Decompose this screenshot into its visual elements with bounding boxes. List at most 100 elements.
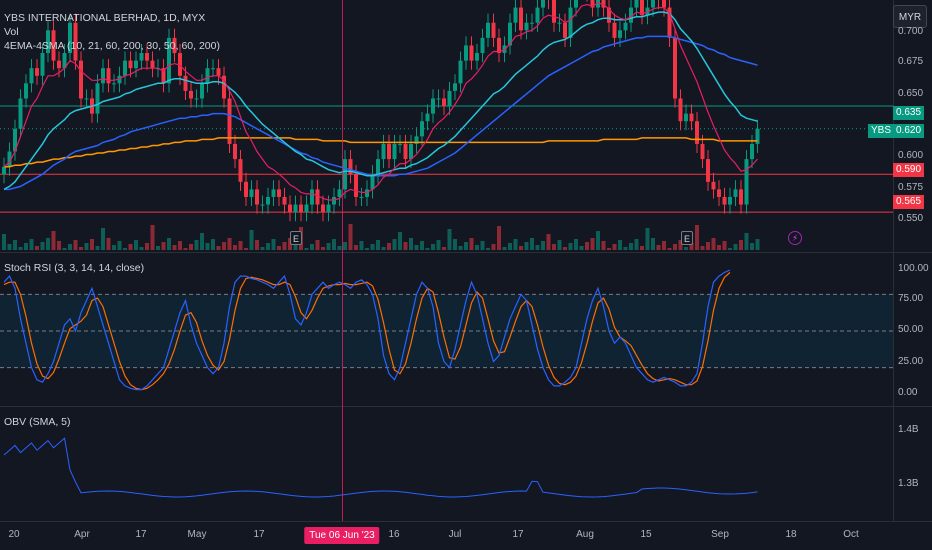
volume-bar	[84, 243, 89, 250]
volume-bar	[700, 246, 705, 250]
candle-body	[79, 60, 83, 99]
volume-bar	[376, 240, 380, 250]
volume-bar	[277, 246, 281, 250]
volume-bar	[189, 244, 193, 250]
candle-body	[255, 189, 259, 205]
candle-body	[13, 128, 17, 152]
volume-bar	[684, 247, 688, 250]
candle-body	[678, 98, 683, 122]
volume-bar	[101, 228, 105, 250]
candle-body	[332, 196, 336, 205]
volume-bar	[2, 234, 6, 250]
time-tick: 16	[388, 529, 400, 540]
candle-body	[178, 53, 182, 76]
volume-bar	[233, 245, 237, 250]
candle-body	[354, 174, 358, 197]
candle-body	[134, 60, 138, 69]
volume-bar	[541, 241, 545, 250]
ma-indicator-label[interactable]: 4EMA-4SMA (10, 21, 60, 200, 30, 50, 60, …	[4, 40, 220, 52]
candle-body	[35, 68, 39, 76]
candle-body	[51, 30, 56, 61]
candle-body	[321, 204, 325, 213]
volume-bar	[722, 241, 727, 250]
time-tick: Aug	[576, 529, 594, 540]
candle-body	[717, 189, 721, 197]
volume-bar	[348, 224, 353, 250]
stoch-d-line	[3, 271, 731, 391]
volume-bar	[414, 245, 419, 250]
currency-button[interactable]: MYR	[893, 5, 927, 28]
volume-bar	[442, 247, 446, 250]
volume-bar	[717, 245, 721, 250]
volume-bar	[123, 248, 127, 250]
volume-bar	[73, 240, 78, 250]
candle-body	[618, 30, 622, 38]
candle-body	[106, 68, 111, 84]
time-tick: 18	[785, 529, 797, 540]
volume-bar	[519, 246, 523, 250]
candle-body	[205, 68, 210, 84]
sma-200-line	[4, 137, 758, 168]
candle-body	[24, 83, 28, 99]
candle-body	[541, 0, 545, 8]
volume-bar	[156, 246, 160, 250]
volume-bar	[645, 228, 650, 250]
volume-bar	[255, 240, 259, 250]
volume-bar	[513, 239, 518, 250]
vol-indicator-label[interactable]: Vol	[4, 26, 19, 38]
volume-bar	[596, 231, 600, 250]
volume-bar	[35, 246, 39, 250]
time-tick: 17	[512, 529, 524, 540]
stoch-tick: 25.00	[898, 356, 924, 367]
level-label-565: 0.565	[893, 195, 925, 209]
volume-bar	[618, 240, 622, 250]
volume-bar	[266, 243, 270, 250]
candle-body	[343, 159, 347, 190]
candle-body	[40, 53, 45, 76]
earnings-marker[interactable]: E	[681, 231, 693, 245]
candle-body	[557, 22, 562, 24]
stoch-tick: 50.00	[898, 324, 924, 335]
candle-body	[651, 0, 655, 8]
volume-bar	[491, 244, 496, 250]
candle-body	[73, 22, 78, 61]
earnings-marker[interactable]: E	[290, 231, 302, 245]
volume-bar	[475, 245, 479, 250]
volume-bar	[420, 241, 424, 250]
time-tick: 17	[253, 529, 265, 540]
candle-body	[596, 0, 600, 8]
volume-bar	[161, 242, 166, 250]
price-tick: 0.650	[898, 88, 924, 99]
price-tick: 0.600	[898, 150, 924, 161]
candle-body	[436, 98, 441, 100]
candle-body	[315, 189, 320, 205]
candle-body	[667, 7, 672, 38]
stoch-rsi-label[interactable]: Stoch RSI (3, 3, 14, 14, close)	[4, 262, 145, 274]
candle-body	[2, 166, 6, 175]
volume-bar	[18, 247, 23, 250]
dividend-marker[interactable]: ⚡	[788, 231, 802, 245]
candle-body	[590, 0, 595, 8]
volume-bar	[546, 234, 551, 250]
ema-fast-line	[3, 2, 758, 201]
candle-body	[310, 189, 314, 205]
volume-bar	[381, 247, 386, 250]
volume-bar	[662, 241, 666, 250]
candle-body	[46, 30, 50, 54]
volume-bar	[640, 246, 644, 250]
volume-bar	[431, 244, 435, 250]
candle-body	[167, 37, 171, 84]
volume-bar	[409, 238, 413, 250]
volume-bar	[711, 238, 716, 250]
volume-bar	[744, 233, 749, 250]
candle-body	[365, 189, 369, 197]
stoch-tick: 75.00	[898, 293, 924, 304]
obv-label[interactable]: OBV (SMA, 5)	[4, 416, 71, 428]
volume-bar	[392, 239, 397, 250]
candle-body	[744, 159, 749, 205]
candle-body	[216, 68, 221, 76]
volume-bar	[480, 241, 485, 250]
volume-bar	[249, 230, 254, 250]
volume-bar	[673, 244, 677, 250]
